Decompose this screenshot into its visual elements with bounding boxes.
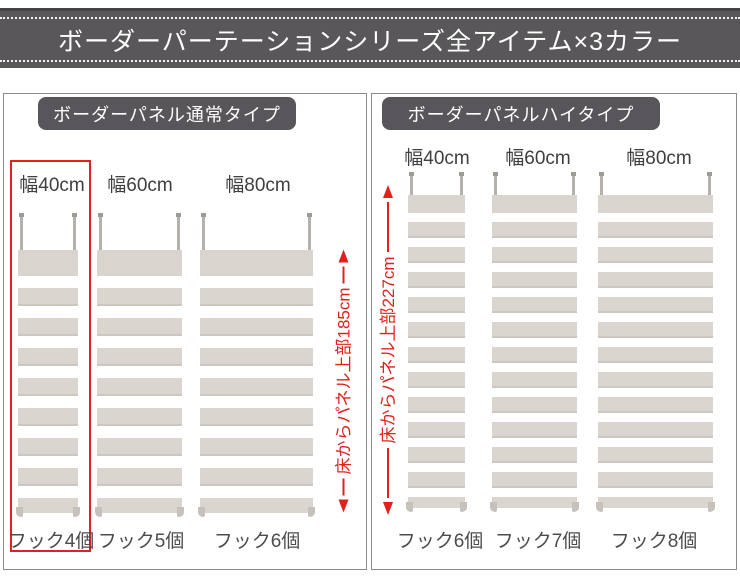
panel-slats [598,195,713,508]
partition-panel-high-60cm [490,172,579,514]
panel-foot [596,502,603,512]
tension-pole [98,213,103,252]
partition-panel-high-40cm [406,172,467,514]
width-label: 幅40cm [404,148,470,169]
arrow-up-icon [383,185,393,198]
hook-count-label: フック8個 [610,531,698,552]
panel-slats [200,250,313,513]
hook-count-label: フック4個 [7,531,95,552]
section-badge-normal-label: ボーダーパネル通常タイプ [53,104,281,125]
hook-count-label: フック5個 [97,531,185,552]
measure-label: 床からパネル上部185cm [334,287,353,475]
panel-slats [408,195,465,508]
section-badge-normal: ボーダーパネル通常タイプ [38,97,296,130]
tension-pole [493,172,498,197]
panel-foot [198,507,205,517]
arrow-down-icon [383,502,393,515]
height-measure-227cm: 床からパネル上部227cm [377,185,399,515]
measure-line [387,447,389,498]
width-label: 幅80cm [626,148,692,169]
hook-count-label: フック6個 [396,531,484,552]
panel-foot [490,502,497,512]
highlight-frame-40cm [10,160,91,552]
panel-foot [308,507,315,517]
measure-line [342,266,345,284]
panel-foot [73,507,80,517]
title-banner-dotted-frame: ボーダーパーテーションシリーズ全アイテム×3カラー [0,17,740,62]
width-label: 幅40cm [19,175,85,196]
hook-count-label: フック6個 [213,531,301,552]
panel-slats [492,195,577,508]
panel-foot [406,502,413,512]
measure-line [342,478,345,496]
panel-foot [572,502,579,512]
hook-count-label: フック7個 [494,531,582,552]
tension-pole [72,213,77,252]
tension-pole [571,172,576,197]
tension-pole [707,172,712,197]
panel-foot [177,507,184,517]
partition-panel-normal-40cm [16,213,80,519]
panel-foot [460,502,467,512]
tension-pole [201,213,206,252]
tension-pole [176,213,181,252]
width-label: 幅60cm [107,175,173,196]
panel-foot [95,507,102,517]
partition-panel-normal-80cm [198,213,315,519]
measure-label: 床からパネル上部227cm [378,256,398,444]
partition-panel-high-80cm [596,172,715,514]
tension-pole [19,213,24,252]
section-badge-high-label: ボーダーパネルハイタイプ [407,104,635,125]
tension-pole [307,213,312,252]
measure-line [387,202,389,253]
section-badge-high: ボーダーパネルハイタイプ [382,97,660,130]
height-measure-185cm: 床からパネル上部185cm [333,249,355,513]
panel-slats [18,250,78,513]
width-label: 幅60cm [505,148,571,169]
arrow-down-icon [338,499,349,513]
page-title: ボーダーパーテーションシリーズ全アイテム×3カラー [57,27,682,56]
tension-pole [459,172,464,197]
width-label: 幅80cm [225,175,291,196]
partition-panel-normal-60cm [95,213,184,519]
title-banner: ボーダーパーテーションシリーズ全アイテム×3カラー [0,8,740,68]
arrow-up-icon [338,249,349,263]
panel-foot [708,502,715,512]
tension-pole [409,172,414,197]
tension-pole [599,172,604,197]
panel-foot [16,507,23,517]
panel-slats [97,250,182,513]
